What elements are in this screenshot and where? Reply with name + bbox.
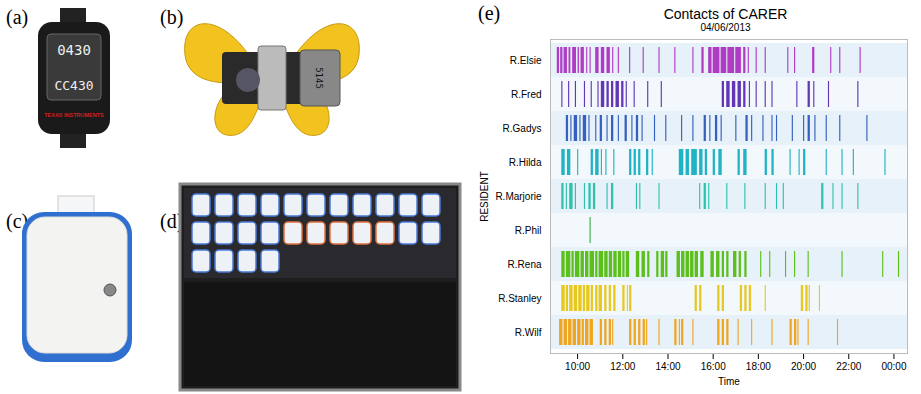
svg-text:(b): (b) — [160, 6, 183, 29]
svg-text:R.Rena: R.Rena — [508, 259, 542, 270]
svg-text:RESIDENT: RESIDENT — [479, 171, 490, 222]
svg-text:R.Phil: R.Phil — [515, 225, 542, 236]
svg-text:R.Gadys: R.Gadys — [503, 123, 542, 134]
svg-text:TEXAS INSTRUMENTS: TEXAS INSTRUMENTS — [44, 112, 104, 118]
svg-text:12:00: 12:00 — [610, 361, 635, 372]
html-text:04/06/2013: 04/06/2013 — [700, 22, 751, 33]
svg-text:22:00: 22:00 — [836, 361, 861, 372]
svg-text:16:00: 16:00 — [701, 361, 726, 372]
svg-text:R.Wilf: R.Wilf — [515, 327, 542, 338]
svg-text:R.Hilda: R.Hilda — [509, 157, 542, 168]
svg-text:R.Fred: R.Fred — [511, 89, 542, 100]
svg-text:R.Elsie: R.Elsie — [510, 55, 542, 66]
svg-text:Time: Time — [718, 376, 740, 387]
svg-text:5145: 5145 — [314, 67, 324, 89]
svg-text:20:00: 20:00 — [791, 361, 816, 372]
svg-text:00:00: 00:00 — [881, 361, 906, 372]
svg-text:14:00: 14:00 — [655, 361, 680, 372]
svg-text:(a): (a) — [6, 6, 28, 29]
svg-text:10:00: 10:00 — [565, 361, 590, 372]
svg-text:CC430: CC430 — [54, 78, 93, 93]
svg-text:(d): (d) — [160, 210, 184, 232]
html-text:(e): (e) — [478, 2, 501, 24]
svg-text:0430: 0430 — [57, 42, 91, 58]
svg-text:18:00: 18:00 — [746, 361, 771, 372]
html-text:Contacts of CARER: Contacts of CARER — [663, 6, 788, 22]
svg-text:R.Marjorie: R.Marjorie — [495, 191, 542, 202]
svg-text:R.Stanley: R.Stanley — [498, 293, 541, 304]
svg-text:(c): (c) — [6, 210, 29, 232]
